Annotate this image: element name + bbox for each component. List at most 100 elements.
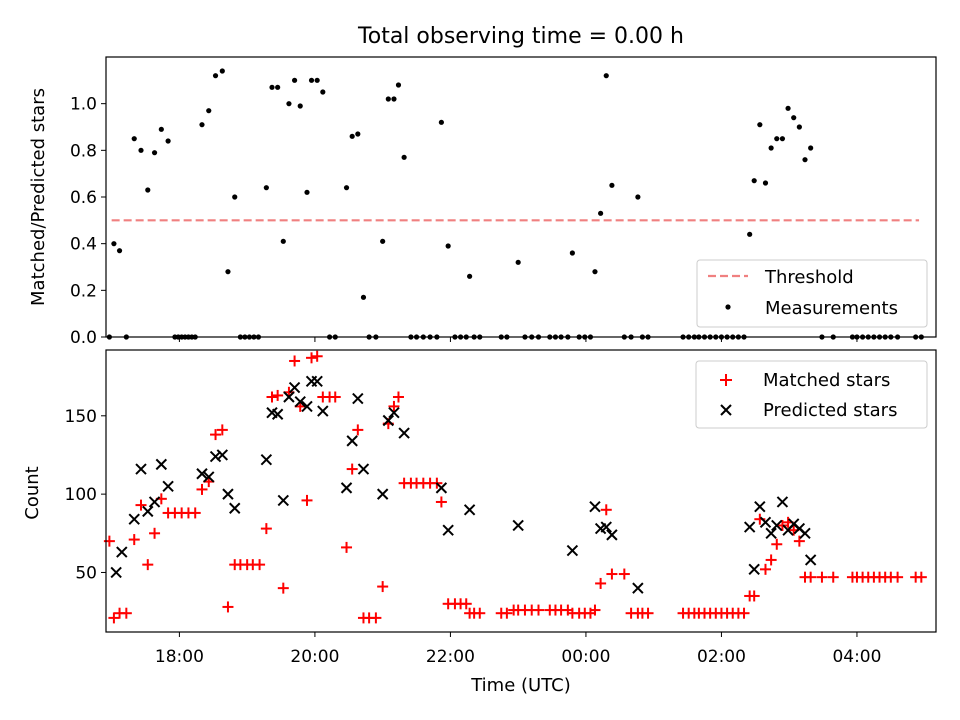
count-x-tick-label: 22:00	[426, 647, 475, 667]
predicted-star-point	[442, 524, 454, 536]
predicted-star-point	[294, 395, 306, 408]
matched-star-point	[311, 350, 323, 362]
predicted-star-point	[771, 519, 783, 532]
predicted-star-point	[512, 519, 524, 532]
predicted-star-point	[196, 468, 208, 480]
ratio-legend-label-measurements: Measurements	[765, 298, 898, 319]
matched-star-point	[306, 352, 318, 364]
matched-legend-marker	[720, 374, 732, 386]
ratio-y-tick-label: 0.8	[70, 141, 97, 161]
count-legend: Matched stars Predicted stars	[695, 360, 928, 429]
matched-star-point	[370, 612, 382, 624]
measurement-point	[225, 269, 231, 275]
predicted-star-point	[357, 463, 370, 475]
predicted-star-point	[155, 458, 168, 471]
measurement-point	[138, 147, 144, 153]
count-y-axis-label: Count	[22, 466, 43, 519]
measurement-point	[314, 77, 320, 83]
matched-star-point	[827, 571, 839, 583]
measurement-point	[304, 189, 310, 195]
measurement-point	[808, 145, 814, 151]
measurement-point	[151, 150, 158, 156]
matched-star-point	[210, 429, 222, 441]
predicted-star-point	[135, 463, 147, 475]
matched-star-point	[196, 483, 208, 495]
predicted-star-point	[128, 513, 140, 525]
predicted-star-point	[743, 521, 756, 533]
count-legend-label-matched: Matched stars	[763, 370, 890, 391]
measurement-point	[206, 108, 212, 114]
matched-star-point	[301, 494, 313, 506]
matched-star-point	[388, 400, 400, 412]
measurement-point	[791, 115, 797, 121]
predicted-star-point	[765, 527, 777, 540]
count-x-tick-label: 20:00	[290, 647, 339, 667]
measurement-point	[275, 84, 281, 90]
predicted-star-point	[340, 482, 353, 494]
predicted-star-point	[632, 582, 644, 594]
matched-star-point	[222, 601, 234, 613]
predicted-star-point	[600, 521, 612, 533]
predicted-star-point	[301, 400, 313, 413]
matched-star-point	[915, 571, 927, 583]
count-y-tick-label: 150	[65, 407, 97, 427]
measurement-point	[280, 238, 286, 244]
predicted-star-point	[110, 566, 122, 579]
count-y-tick-label: 50	[75, 563, 97, 583]
count-legend-box	[695, 360, 928, 429]
matched-star-point	[892, 571, 904, 583]
matched-star-point	[142, 559, 154, 571]
measurement-point	[635, 194, 641, 200]
ratio-x-ticks	[178, 337, 858, 342]
predicted-star-point	[398, 427, 410, 439]
matched-star-point	[149, 527, 161, 539]
measurement-point	[212, 73, 219, 79]
measurement-point	[116, 248, 123, 254]
measurement-point	[349, 133, 355, 139]
matched-star-point	[776, 519, 788, 531]
measurement-point	[467, 273, 473, 279]
predicted-star-point	[346, 435, 358, 447]
count-y-tick-label: 100	[65, 485, 97, 505]
measurement-point	[263, 185, 269, 191]
predicted-star-point	[209, 450, 222, 463]
matched-star-point	[533, 604, 545, 616]
matched-star-point	[346, 463, 358, 475]
matched-star-point	[120, 607, 132, 619]
matched-star-point	[435, 496, 447, 508]
predicted-star-point	[754, 500, 766, 513]
predicted-star-point	[382, 414, 395, 427]
measurement-point	[343, 185, 350, 191]
predicted-star-point	[566, 544, 579, 557]
predicted-star-point	[776, 496, 789, 508]
matched-star-point	[392, 391, 404, 403]
predicted-star-point	[606, 529, 618, 541]
predicted-star-point	[311, 375, 323, 388]
measurement-point	[291, 77, 298, 83]
predicted-star-point	[260, 453, 273, 466]
measurement-point	[360, 294, 367, 300]
measurement-point	[385, 96, 391, 102]
matched-star-point	[352, 424, 364, 436]
matched-star-point	[771, 538, 783, 550]
measurement-point	[796, 124, 802, 130]
predicted-star-point	[277, 494, 289, 507]
measurement-point	[747, 231, 753, 237]
predicted-star-point	[222, 488, 234, 500]
measurement-point	[762, 180, 769, 186]
measurement-point	[297, 103, 303, 109]
measurement-point	[779, 136, 786, 142]
measurement-point	[774, 136, 780, 142]
predicted-star-point	[463, 504, 476, 516]
matched-star-point	[108, 612, 120, 624]
measurement-point	[802, 157, 808, 163]
measurement-point	[145, 187, 151, 193]
ratio-y-tick-label: 0.2	[70, 281, 97, 301]
predicted-star-point	[216, 449, 229, 461]
ratio-legend: Threshold Measurements	[696, 259, 928, 328]
predicted-star-point	[148, 496, 161, 508]
matched-star-point	[805, 571, 817, 583]
matched-star-point	[600, 504, 612, 516]
matched-star-point	[642, 607, 654, 619]
